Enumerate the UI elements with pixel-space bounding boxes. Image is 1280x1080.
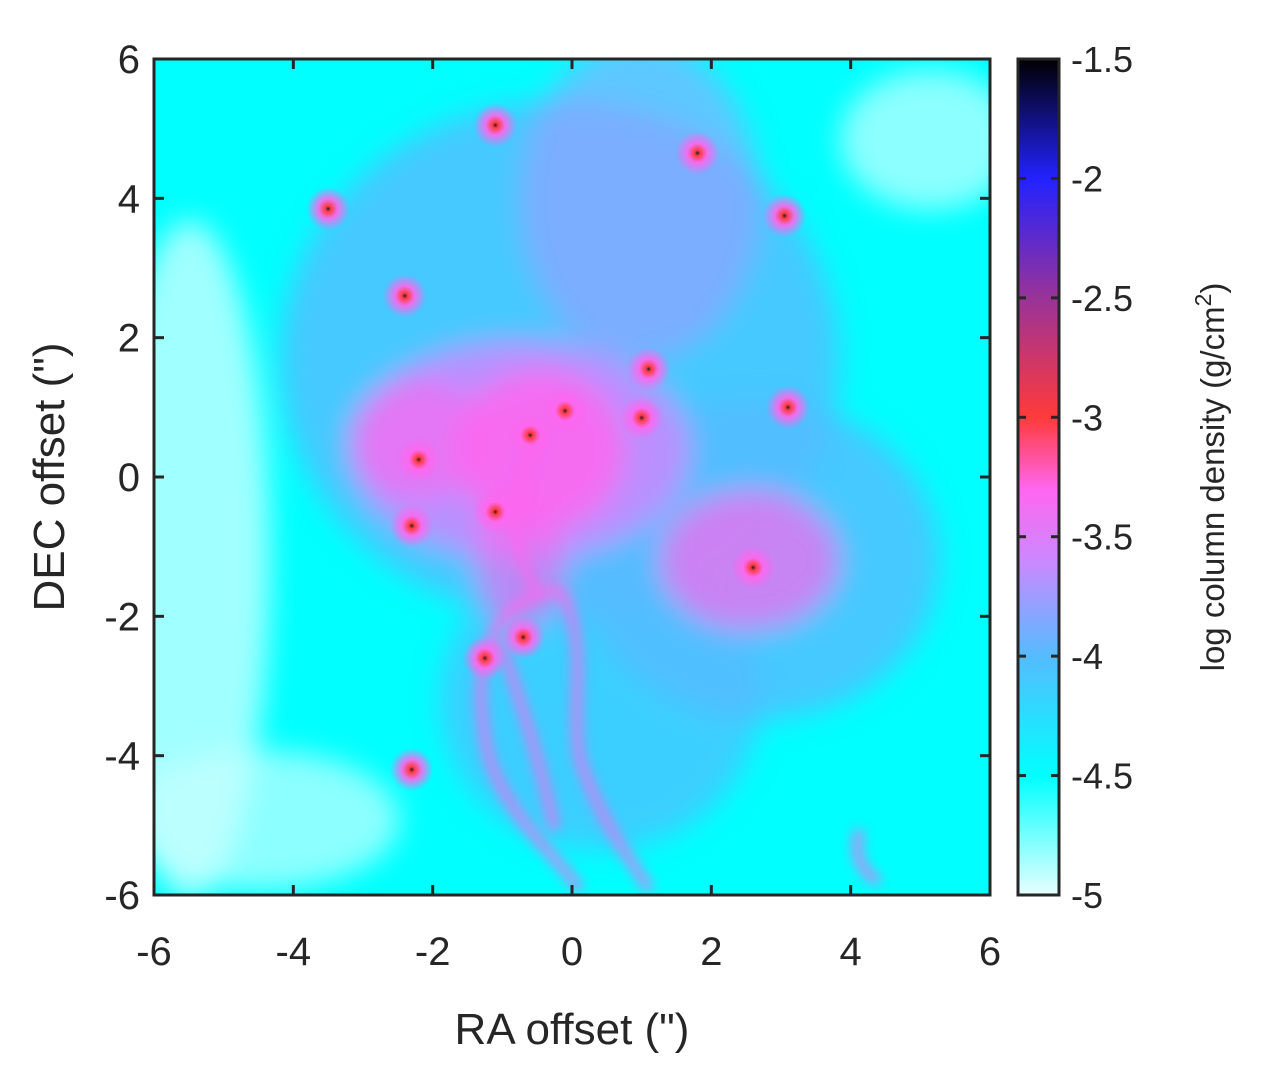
source-core [508,413,553,458]
source-core [389,747,434,792]
y-tick-label: 6 [118,38,140,82]
x-tick-label: 4 [840,930,862,974]
x-tick-label: 2 [700,930,722,974]
colorbar-tick-label: -3.5 [1071,517,1133,558]
y-axis: -6 -4 -2 0 2 4 6 [104,38,990,918]
y-tick-label: 2 [118,317,140,361]
x-tick-label: -6 [136,930,172,974]
x-tick-label: -4 [276,930,312,974]
source-core [501,615,546,660]
x-axis: -6 -4 -2 0 2 4 6 [136,59,1001,974]
y-tick-label: 4 [118,177,140,221]
x-axis-title: RA offset (") [455,1005,690,1054]
y-tick-label: 0 [118,456,140,500]
source-core [473,103,518,148]
colorbar-tick-label: -5 [1071,875,1103,916]
colorbar-tick-label: -2.5 [1071,278,1133,319]
colorbar-tick-label: -3 [1071,397,1103,438]
heatmap-image [154,59,990,895]
source-core [619,395,664,440]
colorbar-gradient [1018,59,1059,895]
colorbar-tick-label: -4.5 [1071,756,1133,797]
source-core [462,636,507,681]
y-tick-label: -2 [104,595,140,639]
x-tick-label: 6 [979,930,1001,974]
source-core [396,437,441,482]
compact-sources [306,103,810,792]
colorbar-title-superscript: 2 [1190,294,1216,307]
source-core [731,545,776,590]
source-core [543,388,588,433]
colorbar-title: log column density (g/cm2) [1190,283,1231,672]
colorbar-tick-label: -4 [1071,636,1103,677]
y-tick-label: -6 [104,874,140,918]
colorbar-tick-label: -2 [1071,158,1103,199]
source-core [626,347,671,392]
x-tick-label: -2 [415,930,451,974]
colorbar-title-prefix: log column density (g/cm [1194,306,1231,671]
source-core [765,385,810,430]
colorbar-frame [1016,57,1061,897]
colorbar-ticks: -1.5 -2 -2.5 -3 -3.5 -4 -4.5 -5 [1018,39,1133,916]
source-core [382,273,427,318]
source-core [675,131,720,176]
colorbar-tick-label: -1.5 [1071,39,1133,80]
x-tick-label: 0 [561,930,583,974]
source-core [306,186,351,231]
colorbar: -1.5 -2 -2.5 -3 -3.5 -4 -4.5 -5 log column dens… [1016,39,1231,916]
colorbar-title-suffix: ) [1194,283,1231,294]
source-core [389,503,434,548]
y-axis-title: DEC offset (") [25,342,74,611]
source-core [473,489,518,534]
y-tick-label: -4 [104,735,140,779]
source-core [762,193,807,238]
